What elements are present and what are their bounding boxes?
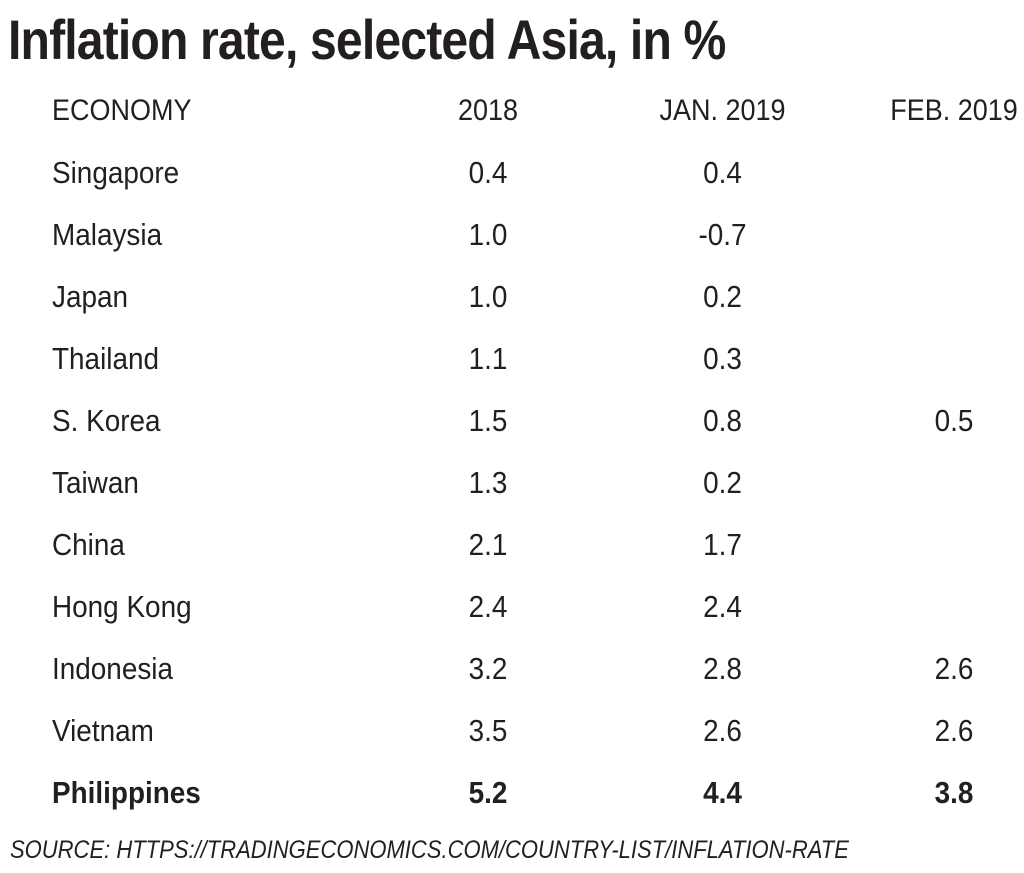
table-row: Philippines 5.2 4.4 3.8 (0, 762, 1024, 824)
table-row: Thailand 1.1 0.3 (0, 328, 1024, 390)
cell-economy: Singapore (52, 155, 180, 190)
cell-economy: Vietnam (52, 713, 154, 748)
header-jan-2019: JAN. 2019 (659, 94, 786, 127)
table-row: Vietnam 3.5 2.6 2.6 (0, 700, 1024, 762)
table-row: Malaysia 1.0 -0.7 (0, 204, 1024, 266)
cell-feb-2019 (887, 142, 1020, 204)
cell-jan-2019: 0.2 (703, 465, 742, 500)
cell-economy: Thailand (52, 341, 160, 376)
cell-feb-2019: 2.6 (934, 651, 974, 686)
table-row: Indonesia 3.2 2.8 2.6 (0, 638, 1024, 700)
header-economy: ECONOMY (52, 94, 192, 127)
cell-jan-2019: 0.2 (703, 279, 742, 314)
cell-jan-2019: 0.3 (703, 341, 742, 376)
cell-feb-2019 (887, 204, 1020, 266)
cell-feb-2019 (887, 514, 1020, 576)
cell-jan-2019: -0.7 (698, 217, 747, 252)
cell-2018: 1.0 (468, 217, 508, 252)
cell-2018: 1.3 (468, 465, 508, 500)
cell-jan-2019: 0.4 (703, 155, 742, 190)
table-header-row: ECONOMY 2018 JAN. 2019 FEB. 2019 (0, 80, 1024, 142)
inflation-table: ECONOMY 2018 JAN. 2019 FEB. 2019 Singapo… (0, 80, 1024, 824)
cell-jan-2019: 2.6 (703, 713, 742, 748)
cell-feb-2019: 3.8 (934, 775, 974, 810)
cell-2018: 1.0 (468, 279, 508, 314)
cell-jan-2019: 0.8 (703, 403, 742, 438)
cell-jan-2019: 4.4 (703, 775, 742, 810)
cell-jan-2019: 1.7 (703, 527, 742, 562)
cell-2018: 0.4 (468, 155, 508, 190)
cell-economy: Taiwan (52, 465, 139, 500)
table-row: Japan 1.0 0.2 (0, 266, 1024, 328)
cell-economy: Japan (52, 279, 129, 314)
chart-title: Inflation rate, selected Asia, in % (8, 8, 726, 71)
cell-economy: Indonesia (52, 651, 174, 686)
cell-2018: 2.1 (468, 527, 508, 562)
cell-2018: 1.5 (468, 403, 508, 438)
cell-2018: 3.5 (468, 713, 508, 748)
cell-feb-2019 (887, 266, 1020, 328)
cell-2018: 5.2 (468, 775, 508, 810)
table-row: Singapore 0.4 0.4 (0, 142, 1024, 204)
cell-jan-2019: 2.4 (703, 589, 742, 624)
cell-economy: Malaysia (52, 217, 163, 252)
cell-economy: Philippines (52, 775, 201, 810)
table-body: Singapore 0.4 0.4 Malaysia 1.0 -0.7 Japan 1.0 0.… (0, 142, 1024, 824)
cell-2018: 2.4 (468, 589, 508, 624)
table-row: China 2.1 1.7 (0, 514, 1024, 576)
table-row: Hong Kong 2.4 2.4 (0, 576, 1024, 638)
cell-jan-2019: 2.8 (703, 651, 742, 686)
cell-2018: 3.2 (468, 651, 508, 686)
cell-feb-2019: 0.5 (934, 403, 974, 438)
header-feb-2019: FEB. 2019 (890, 94, 1018, 127)
header-2018: 2018 (457, 94, 519, 127)
table-row: Taiwan 1.3 0.2 (0, 452, 1024, 514)
source-note: SOURCE: HTTPS://TRADINGECONOMICS.COM/COU… (10, 836, 849, 864)
cell-feb-2019: 2.6 (934, 713, 974, 748)
cell-feb-2019 (887, 576, 1020, 638)
cell-feb-2019 (887, 328, 1020, 390)
cell-economy: Hong Kong (52, 589, 192, 624)
cell-economy: S. Korea (52, 403, 161, 438)
cell-2018: 1.1 (468, 341, 508, 376)
table-row: S. Korea 1.5 0.8 0.5 (0, 390, 1024, 452)
cell-economy: China (52, 527, 125, 562)
cell-feb-2019 (887, 452, 1020, 514)
